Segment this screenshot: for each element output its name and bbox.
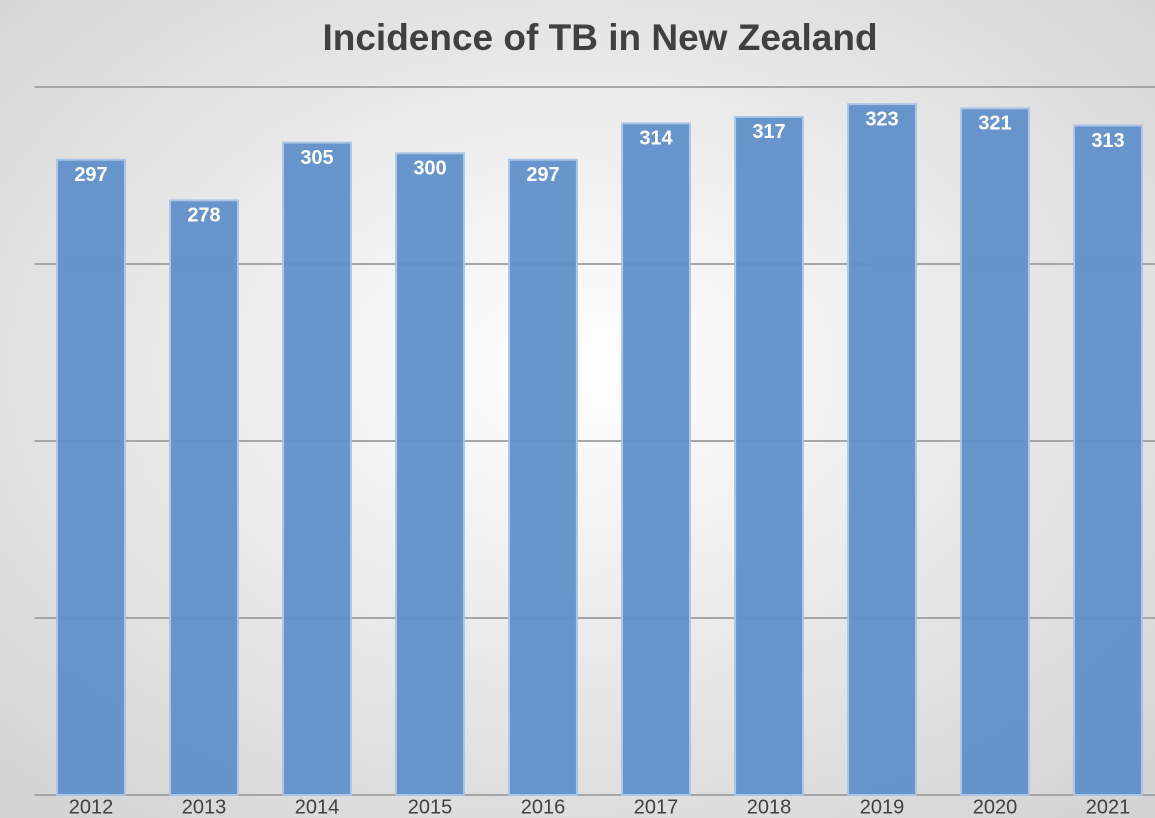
value-label: 297 [74,164,107,186]
x-tick-label: 2012 [69,796,114,818]
value-label: 314 [639,128,673,150]
bar [508,158,578,796]
value-label: 321 [978,113,1011,135]
x-tick-label: 2017 [634,796,679,818]
value-label: 313 [1091,130,1124,152]
value-label: 278 [187,205,220,227]
x-tick-label: 2020 [973,796,1018,818]
x-tick-label: 2021 [1086,796,1131,818]
value-label: 323 [865,108,898,130]
x-tick-label: 2016 [521,796,566,818]
x-tick-label: 2018 [747,796,792,818]
bar [395,152,465,796]
bar [282,141,352,797]
bar [960,107,1030,797]
bar [621,122,691,796]
value-label: 317 [752,121,785,143]
bar [847,103,917,797]
x-tick-label: 2019 [860,796,905,818]
bar [1073,124,1143,796]
value-label: 305 [300,147,333,169]
value-label: 297 [526,164,559,186]
x-tick-label: 2014 [295,796,340,818]
bar [169,199,239,797]
x-tick-label: 2013 [182,796,227,818]
value-label: 300 [413,158,446,180]
bar [56,158,126,796]
chart-title: Incidence of TB in New Zealand [322,17,877,58]
x-tick-label: 2015 [408,796,453,818]
bar [734,115,804,796]
